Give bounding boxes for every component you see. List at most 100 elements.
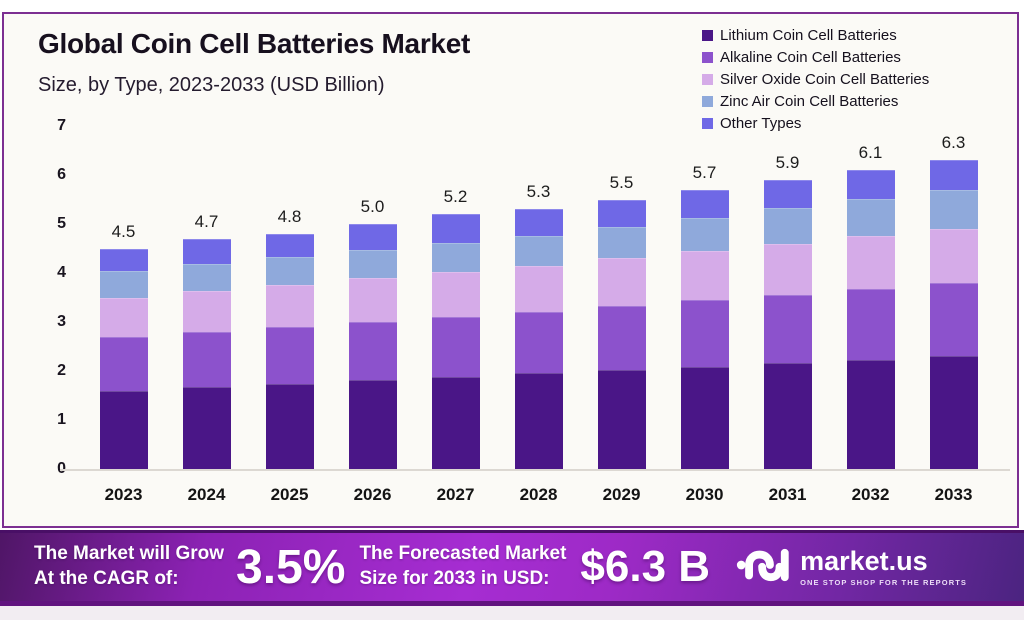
bar-total-label: 6.3 [941, 133, 966, 153]
cagr-label-line1: The Market will Grow [34, 543, 225, 565]
bar-segment [929, 189, 978, 229]
bar-total-label: 5.5 [609, 172, 634, 192]
x-axis-category-label: 2030 [685, 485, 724, 504]
x-axis-category-label: 2025 [270, 485, 309, 504]
y-axis-tick-label: 3 [57, 313, 66, 330]
bar-segment [348, 380, 397, 469]
brand-logo-icon [736, 543, 790, 592]
brand-name: market.us [800, 545, 928, 576]
x-axis-category-label: 2033 [934, 485, 973, 504]
bar-segment [846, 359, 895, 469]
bar-segment [680, 300, 729, 367]
bar-segment [929, 282, 978, 357]
bar-total-label: 5.0 [360, 197, 385, 216]
stacked-bar-2029 [597, 199, 646, 469]
bar-segment [680, 250, 729, 301]
bar-segment [597, 199, 646, 227]
bar-total-label: 4.8 [277, 206, 302, 226]
cagr-label: The Market will Grow At the CAGR of: [34, 542, 224, 591]
bar-segment [514, 265, 563, 313]
legend-label: Zinc Air Coin Cell Batteries [720, 92, 899, 110]
bar-segment [846, 170, 895, 200]
brand-text: market.us ONE STOP SHOP FOR THE REPORTS [800, 545, 967, 587]
bar-segment [763, 179, 812, 209]
bar-segment [265, 233, 314, 257]
bar-segment [348, 322, 397, 381]
y-axis-tick-label: 4 [57, 264, 66, 281]
bar-segment [431, 243, 480, 273]
bar-segment [597, 370, 646, 469]
bar-segment [763, 294, 812, 364]
bar-segment [680, 217, 729, 251]
bar-segment [431, 376, 480, 469]
x-axis-category-label: 2031 [768, 485, 807, 504]
bar-segment [348, 250, 397, 279]
bar-segment [846, 288, 895, 360]
bar-total-label: 5.3 [526, 182, 551, 202]
bar-segment [514, 373, 563, 469]
bar-segment [431, 317, 480, 377]
forecast-label-line2: Size for 2033 in USD: [359, 568, 550, 589]
y-axis-tick-label: 1 [57, 411, 66, 428]
x-axis-category-label: 2023 [104, 485, 143, 504]
brand-logo: market.us ONE STOP SHOP FOR THE REPORTS [736, 543, 967, 592]
stacked-bar-2030 [680, 189, 729, 469]
bar-segment [431, 272, 480, 318]
legend-item: Other Types [702, 112, 929, 134]
stacked-bar-2023 [99, 248, 148, 469]
bar-segment [680, 366, 729, 469]
bar-segment [99, 270, 148, 298]
bar-segment [265, 326, 314, 384]
cagr-value: 3.5% [236, 540, 346, 594]
legend-swatch-icon [702, 51, 713, 63]
legend-swatch-icon [702, 95, 713, 107]
chart-legend: Lithium Coin Cell Batteries Alkaline Coin… [702, 24, 929, 134]
bar-segment [514, 236, 563, 266]
bar-segment [99, 336, 148, 391]
bar-total-label: 4.7 [194, 211, 219, 231]
x-axis-line [60, 469, 1010, 471]
legend-item: Lithium Coin Cell Batteries [702, 24, 929, 46]
legend-swatch-icon [702, 73, 713, 85]
bar-segment [182, 238, 231, 264]
y-axis-tick-label: 6 [57, 166, 66, 183]
x-axis-category-label: 2026 [353, 485, 392, 504]
x-axis-category-label: 2032 [851, 485, 890, 504]
bar-total-label: 5.2 [443, 187, 468, 207]
chart-card: Global Coin Cell Batteries Market Size, … [2, 12, 1019, 528]
stacked-bar-2032 [846, 170, 895, 469]
bar-segment [99, 297, 148, 337]
bottom-strip [0, 606, 1024, 620]
bar-segment [680, 189, 729, 218]
bar-segment [431, 214, 480, 244]
bar-total-label: 6.1 [858, 143, 883, 163]
stacked-bar-2026 [348, 224, 397, 469]
bar-segment [182, 331, 231, 388]
bar-segment [265, 256, 314, 285]
y-axis-tick-label: 5 [57, 215, 66, 232]
bar-segment [763, 208, 812, 244]
bar-segment [763, 243, 812, 295]
bar-segment [182, 387, 231, 469]
bar-segment [763, 363, 812, 469]
forecast-label-line1: The Forecasted Market [359, 543, 567, 565]
cagr-label-line2: At the CAGR of: [34, 568, 179, 589]
bar-segment [846, 236, 895, 289]
y-axis-tick-label: 0 [22, 459, 66, 479]
forecast-value: $6.3 B [580, 542, 711, 591]
legend-item: Silver Oxide Coin Cell Batteries [702, 68, 929, 90]
bar-segment [348, 278, 397, 323]
bar-total-label: 5.7 [692, 162, 717, 182]
bar-segment [846, 199, 895, 237]
y-axis-tick-label: 2 [57, 362, 66, 379]
bar-segment [597, 258, 646, 307]
x-axis-category-label: 2024 [187, 485, 226, 504]
bar-segment [99, 248, 148, 271]
bar-segment [265, 284, 314, 327]
bar-segment [265, 383, 314, 469]
stacked-bar-2033 [929, 160, 978, 469]
chart-subtitle: Size, by Type, 2023-2033 (USD Billion) [38, 74, 385, 96]
bar-total-label: 4.5 [111, 221, 136, 241]
bar-segment [597, 306, 646, 371]
